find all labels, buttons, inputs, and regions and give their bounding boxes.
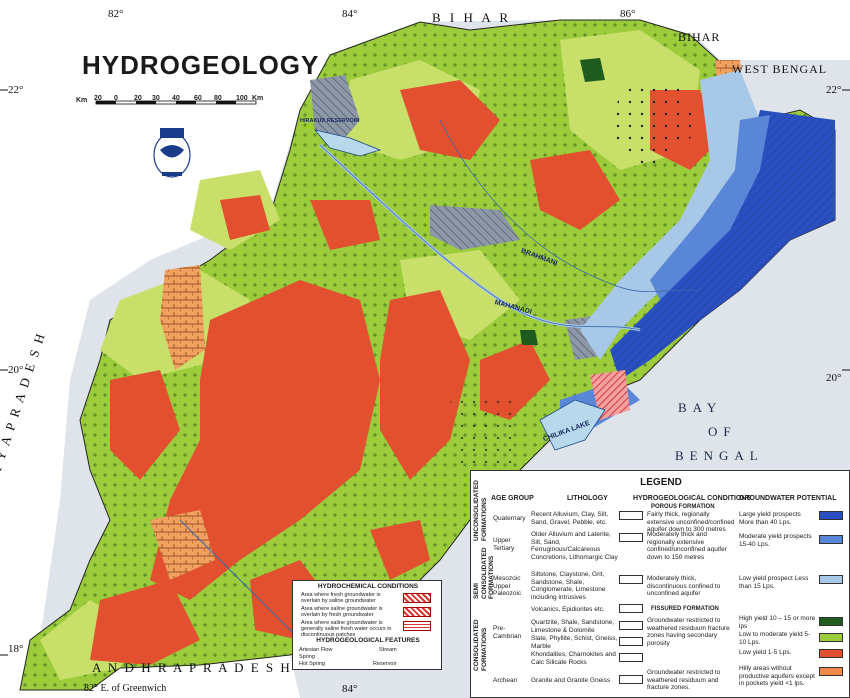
state-label-west-bengal: WEST BENGAL <box>732 62 828 76</box>
legend-row-cond: Groundwater restricted to weathered resi… <box>647 617 730 647</box>
legend-swatch-hilly-areas <box>819 667 843 676</box>
legend-header-lithology: LITHOLOGY <box>567 495 608 502</box>
legend-row-symbol <box>619 511 643 520</box>
legend-row-age: Quaternary <box>493 515 526 522</box>
legend-header-conditions: HYDROGEOLOGICAL CONDITIONS <box>633 495 752 502</box>
legend-row-lith: Volcanics, Epidiorites etc. <box>531 606 605 613</box>
legend-row-pot: High yield 10 – 15 or more lps <box>739 615 816 630</box>
scale-bar: Km 20 0 20 30 40 60 80 100 Km <box>76 95 263 111</box>
sea-label-bay: BAY <box>678 400 723 415</box>
lat-22-right-label: 22° <box>826 84 842 96</box>
legend-row-lith: Quartzite, Shale, Sandstone, Limestone &… <box>531 619 615 634</box>
legend-row-pot: Large yield prospects More than 40 Lps. <box>739 511 801 526</box>
legend-side-unconsolidated: UNCONSOLIDATED FORMATIONS <box>473 480 488 541</box>
lat-20-left-label: 20° <box>8 364 24 376</box>
legend-header-age: AGE GROUP <box>491 495 534 502</box>
lon-84-bottom-label: 84° <box>342 683 358 695</box>
sea-label-of: OF <box>708 424 737 439</box>
stream-label: Stream <box>379 647 397 653</box>
lon-84-label: 84° <box>342 8 358 20</box>
legend-row-age: Upper Tertiary <box>493 537 515 552</box>
legend-row-symbol <box>619 637 643 646</box>
hydrochem-item: Area where fresh groundwater is overlain… <box>301 592 381 604</box>
legend-swatch-moderate-yield <box>819 535 843 544</box>
legend-row-symbol <box>619 604 643 613</box>
lon-82-label: 82° <box>108 8 124 20</box>
legend-row-pot: Low to moderate yield 5-10 Lps. <box>739 631 811 646</box>
state-label-bihar: B I H A R <box>432 10 512 25</box>
legend-row-pot: Low yield prospect Less than 15 Lps. <box>739 575 809 590</box>
scale-tick: 20 <box>134 95 142 102</box>
hirakud-label: HIRAKUD RESERVOIR <box>300 118 360 124</box>
hydrochem-swatch <box>403 607 431 617</box>
legend-swatch-low-yield <box>819 575 843 584</box>
legend-row-cond: Moderately thick and regionally extensiv… <box>647 531 727 561</box>
legend-row-symbol <box>619 621 643 630</box>
sea-label-bengal: BENGAL <box>675 448 764 463</box>
scale-tick: 20 <box>94 95 102 102</box>
legend-swatch-yield-1-5 <box>819 649 843 658</box>
legend-row-cond: Moderately thick, discontinuous confined… <box>647 575 721 597</box>
state-label-andhra-pradesh: A N D H R A P R A D E S H <box>92 660 292 675</box>
legend-row-symbol <box>619 675 643 684</box>
hydrochem-item: Area where saline groundwater is overlai… <box>301 606 383 618</box>
hydrochem-swatch <box>403 593 431 603</box>
legend-side-consolidated: CONSOLIDATED FORMATIONS <box>473 619 488 671</box>
artesian-label: Artesian Flow <box>299 647 333 653</box>
hydrochemical-box: HYDROCHEMICAL CONDITIONS Area where fres… <box>292 580 442 670</box>
legend-row-lith: Granite and Granite Gneiss <box>531 677 611 684</box>
scale-tick: 0 <box>114 95 118 102</box>
state-emblem <box>153 128 191 178</box>
legend-row-pot: Moderate yield prospects 15-40 Lps. <box>739 533 812 548</box>
state-label-bihar-ne: BIHAR <box>678 30 721 44</box>
legend-row-symbol <box>619 575 643 584</box>
legend-row-lith: Slate, Phyllite, Schist, Gneiss, Marble <box>531 635 618 650</box>
legend-header-potential: GROUNDWATER POTENTIAL <box>739 495 837 502</box>
spring-label: Spring <box>299 654 315 660</box>
map-title: HYDROGEOLOGY <box>82 50 320 80</box>
legend-row-age: Mesozoic Upper Paleozoic <box>493 575 522 597</box>
scale-tick: 30 <box>152 95 160 102</box>
scale-tick: 100 <box>236 95 248 102</box>
legend-row-lith: Recent Alluvium, Clay, Silt, Sand, Grave… <box>531 511 609 526</box>
hydrogeological-features-title: HYDROGEOLOGICAL FEATURES <box>316 637 420 644</box>
legend-row-symbol <box>619 533 643 542</box>
legend-row-age: Archean <box>493 677 518 684</box>
scale-bar-graphic <box>95 100 257 105</box>
legend-panel: LEGEND AGE GROUP LITHOLOGY HYDROGEOLOGIC… <box>470 470 850 698</box>
legend-title: LEGEND <box>640 477 682 488</box>
legend-swatch-large-yield <box>819 511 843 520</box>
lon-86-label: 86° <box>620 8 636 20</box>
legend-row-pot: Hilly areas without productive aquifers … <box>739 665 815 687</box>
legend-fissured-label: FISSURED FORMATION <box>651 606 719 612</box>
legend-porous-label: POROUS FORMATION <box>651 504 715 510</box>
scale-unit-left: Km <box>76 97 88 104</box>
scale-tick: 40 <box>172 95 180 102</box>
legend-row-cond: Fairly thick, regionally extensive uncon… <box>647 511 735 533</box>
lat-22-left-label: 22° <box>8 84 24 96</box>
legend-row-lith: Siltstone, Claystone, Grit, Sandstone, S… <box>531 571 606 601</box>
hot-spring-label: Hot Spring <box>299 661 325 667</box>
legend-row-lith: Older Alluvium and Laterite, Silt, Sand,… <box>531 531 618 561</box>
legend-row-pot: Low yield 1-5 Lps. <box>739 649 792 656</box>
hydrochemical-title: HYDROCHEMICAL CONDITIONS <box>317 583 419 590</box>
legend-swatch-high-yield <box>819 617 843 626</box>
legend-swatch-low-moderate-yield <box>819 633 843 642</box>
scale-tick: 60 <box>194 95 202 102</box>
legend-row-cond: Groundwater restricted to weathered resi… <box>647 669 721 691</box>
greenwich-label: 82° E. of Greenwich <box>84 683 167 694</box>
hydrochem-item: Area where saline groundwater is general… <box>301 620 392 638</box>
lat-20-right-label: 20° <box>826 372 842 384</box>
reservoir-label: Reservoir <box>373 661 397 667</box>
legend-row-lith: Khondalites, Charnokites and Calc Silica… <box>531 651 616 666</box>
lat-18-left-label: 18° <box>8 643 24 655</box>
scale-unit-right: Km <box>252 95 264 102</box>
scale-tick: 80 <box>214 95 222 102</box>
legend-row-symbol <box>619 653 643 662</box>
legend-row-age: Pre-Cambrian <box>493 625 522 640</box>
hydrochem-swatch <box>403 621 431 631</box>
